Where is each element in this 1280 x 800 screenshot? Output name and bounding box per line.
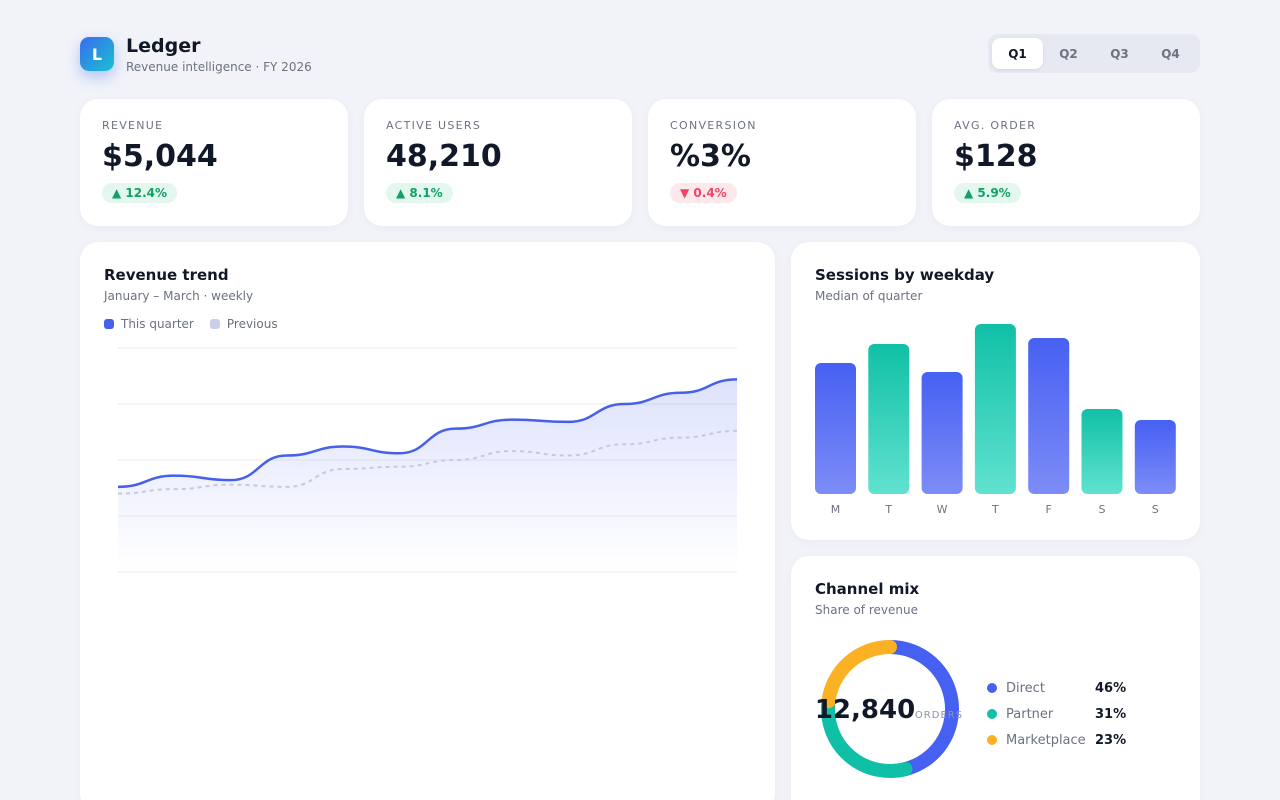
kpi-value: $128 [954,139,1038,174]
kpi-card-revenue: REVENUE $5,044 ▲ 12.4% [80,99,348,226]
tab-q1[interactable]: Q1 [992,38,1043,69]
channel-name: Direct [1006,680,1045,696]
legend-item-previous: Previous [209,317,278,331]
app-subtitle: Revenue intelligence · FY 2026 [126,60,312,74]
donut-center-value: 12,840 [815,695,915,725]
kpi-card-conversion: CONVERSION %3% ▼ 0.4% [648,99,916,226]
card-subtitle: January – March · weekly [104,289,254,303]
previous-series-line [117,429,738,495]
legend-label: This quarter [121,317,194,331]
tab-q3[interactable]: Q3 [1110,46,1129,61]
current-series-area [118,379,737,572]
bar-label: T [991,503,999,516]
channel-name: Marketplace [1006,732,1086,748]
bar-3 [974,324,1016,494]
card-subtitle: Share of revenue [815,603,918,617]
sessions-card: Sessions by weekday Median of quarter M T… [791,242,1200,540]
card-title: Revenue trend [104,266,229,284]
bar-label: F [1046,503,1052,516]
bar-1 [868,344,910,494]
bar-5 [1081,409,1123,494]
kpi-label: ACTIVE USERS [386,119,482,132]
legend-swatch [104,319,114,329]
revenue-trend-card: Revenue trend January – March · weekly T… [80,242,775,800]
kpi-value: 48,210 [386,139,502,174]
channel-value: 31% [1095,706,1127,722]
donut-center-label: ORDERS [915,710,963,721]
channel-mix-card: Channel mix Share of revenue 12,840 ORDE… [791,556,1200,800]
kpi-delta-badge: ▼ 0.4% [670,183,737,203]
legend-item-this-quarter: This quarter [104,317,194,331]
kpi-delta-badge: ▲ 12.4% [102,183,178,203]
card-title: Channel mix [815,580,920,598]
tab-q4[interactable]: Q4 [1161,46,1180,61]
kpi-value: %3% [670,139,751,174]
legend-dot [987,709,997,719]
bar-4 [1028,338,1070,494]
channel-name: Partner [1006,706,1054,722]
kpi-delta-badge: ▲ 5.9% [954,183,1021,203]
card-subtitle: Median of quarter [815,289,923,303]
brand: Ledger Revenue intelligence · FY 2026 [126,36,312,74]
channel-row-partner: Partner 31% [987,701,1137,727]
kpi-delta-badge: ▲ 8.1% [386,183,453,203]
bar-2 [921,372,963,494]
donut-slice-marketplace [821,640,897,709]
revenue-trend-chart [117,347,738,573]
bar-label: T [884,503,892,516]
kpi-card-avg-order: AVG. ORDER $128 ▲ 5.9% [932,99,1200,226]
bar-6 [1134,420,1176,494]
bar-label: S [1099,503,1106,516]
app-name: Ledger [126,35,201,57]
current-series-line [117,378,738,489]
legend-label: Previous [226,317,278,331]
channel-value: 23% [1095,732,1127,748]
bar-label: W [937,503,948,516]
header: L Ledger Revenue intelligence · FY 2026 … [80,34,1200,76]
kpi-label: AVG. ORDER [954,119,1037,132]
donut-slice-direct [883,640,959,777]
donut-slice-partner [821,694,913,778]
bar-label: M [831,503,841,516]
kpi-label: REVENUE [102,119,164,132]
trend-legend: This quarter Previous [104,317,751,331]
channel-legend: Direct 46% Partner 31% Marketplace 23% [987,675,1137,753]
channel-row-marketplace: Marketplace 23% [987,727,1137,753]
channel-value: 46% [1095,680,1127,696]
legend-swatch [209,319,220,329]
channel-donut-chart: 12,840 ORDERS [815,640,963,778]
card-title: Sessions by weekday [815,266,995,284]
channel-row-direct: Direct 46% [987,675,1137,701]
kpi-card-active-users: ACTIVE USERS 48,210 ▲ 8.1% [364,99,632,226]
kpi-label: CONVERSION [670,119,757,132]
quarter-tabs: Q1 Q2 Q3 Q4 [988,34,1200,73]
legend-dot [987,735,997,745]
legend-dot [987,683,997,693]
app-logo: L [80,37,114,71]
bar-0 [815,363,856,494]
kpi-value: $5,044 [102,139,218,174]
bar-label: S [1152,503,1159,516]
tab-q2[interactable]: Q2 [1059,46,1078,61]
